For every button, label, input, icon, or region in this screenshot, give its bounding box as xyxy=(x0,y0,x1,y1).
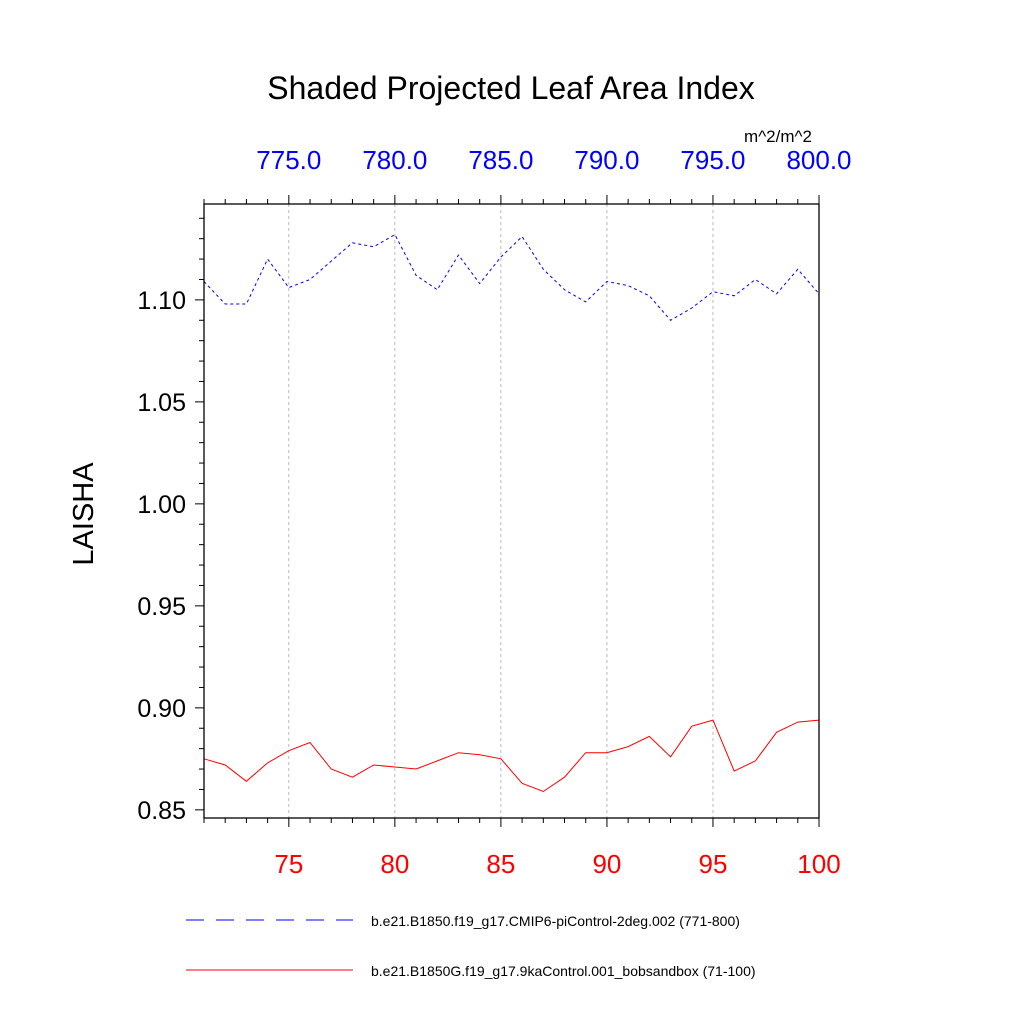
x-bottom-tick-label: 75 xyxy=(274,849,303,879)
x-top-tick-label: 785.0 xyxy=(468,145,533,175)
y-tick-label: 1.05 xyxy=(137,389,186,417)
chart-title: Shaded Projected Leaf Area Index xyxy=(267,70,754,106)
legend-label-1: b.e21.B1850.f19_g17.CMIP6-piControl-2deg… xyxy=(371,913,740,929)
x-bottom-tick-label: 100 xyxy=(797,849,840,879)
x-bottom-tick-label: 80 xyxy=(380,849,409,879)
x-top-tick-label: 790.0 xyxy=(574,145,639,175)
x-top-tick-label: 775.0 xyxy=(256,145,321,175)
x-top-tick-label: 780.0 xyxy=(362,145,427,175)
y-axis-title: LAISHA xyxy=(68,462,100,566)
legend-label-2: b.e21.B1850G.f19_g17.9kaControl.001_bobs… xyxy=(371,963,756,979)
plot-series xyxy=(203,233,820,793)
axis-ticks xyxy=(195,195,820,827)
plot-frame xyxy=(203,203,820,819)
gridlines xyxy=(288,204,714,818)
x-bottom-tick-label: 90 xyxy=(592,849,621,879)
y-tick-label: 1.00 xyxy=(137,491,186,519)
x-top-tick-label: 795.0 xyxy=(680,145,745,175)
tick-labels: 75 80 85 90 95 100 775.0 780.0 785.0 790.0 795.0 80… xyxy=(137,145,851,879)
units-label: m^2/m^2 xyxy=(744,127,812,146)
x-bottom-tick-label: 85 xyxy=(486,849,515,879)
series-line-2 xyxy=(203,719,820,793)
y-tick-label: 1.10 xyxy=(137,287,186,315)
x-bottom-tick-label: 95 xyxy=(699,849,728,879)
y-tick-label: 0.85 xyxy=(137,797,186,825)
y-tick-label: 0.95 xyxy=(137,593,186,621)
x-top-tick-label: 800.0 xyxy=(786,145,851,175)
y-tick-label: 0.90 xyxy=(137,695,186,723)
legend: b.e21.B1850.f19_g17.CMIP6-piControl-2deg… xyxy=(186,913,756,979)
series-line-1 xyxy=(203,233,820,321)
